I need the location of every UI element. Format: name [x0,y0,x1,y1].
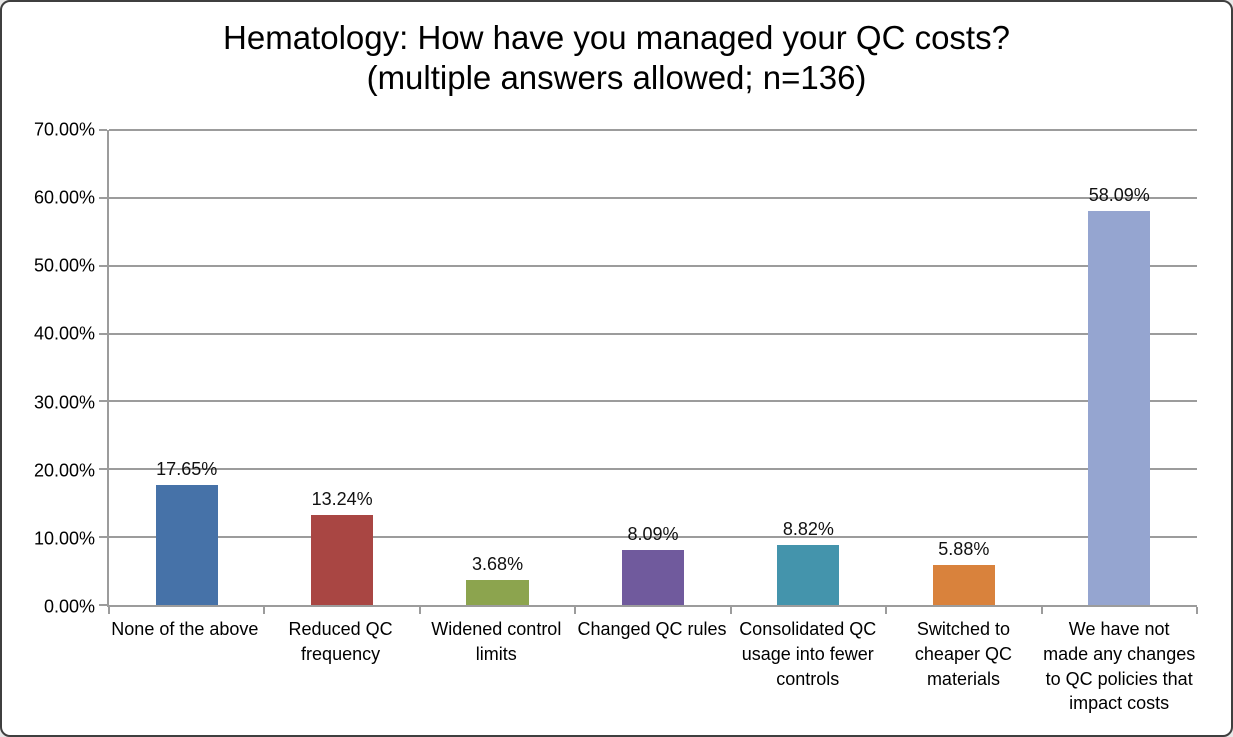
x-category-label-line: limits [475,643,517,664]
y-tick-label: 60.00% [33,187,95,208]
x-category-label: Changed QC rules [574,617,730,716]
x-category-label: We have not made any changes to QC policie… [1041,617,1197,716]
x-category-label-line: controls [776,668,840,689]
x-axis-tick [1040,607,1043,614]
category-column: 3.68% [420,130,575,605]
x-category-label-line: to QC policies that [1045,668,1193,689]
gridline [109,332,1197,335]
gridline [109,400,1197,403]
x-axis-tick [885,607,888,614]
x-category-label-line: Changed QC rules [577,619,727,639]
category-column: 8.82% [731,130,886,605]
y-tick-label: 20.00% [33,460,95,481]
y-axis-tick [99,536,107,539]
x-category-label: None of the above [107,617,263,716]
x-category-label-line: Widened control [431,619,562,639]
y-axis-tick [99,468,107,471]
gridline [109,196,1197,199]
bar [466,580,529,605]
y-axis-tick [99,400,107,403]
x-axis-tick [418,607,421,614]
y-tick-label: 30.00% [33,392,95,413]
y-axis-tick [99,129,107,131]
x-category-label: Switched to cheaper QC materials [886,617,1042,716]
bar [932,565,995,605]
chart-title-line2: (multiple answers allowed; n=136) [366,59,867,97]
bar-value-label: 58.09% [1088,184,1150,205]
bar-value-label: 13.24% [311,489,373,510]
x-axis-tick [263,607,266,614]
x-category-label-line: usage into fewer [741,643,874,664]
x-axis-tick [574,607,577,614]
x-axis-labels: None of the above Reduced QC frequency Wide… [107,617,1197,716]
x-category-label-line: Reduced QC [288,619,393,639]
bar [777,545,840,605]
x-category-label-line: made any changes [1043,643,1196,664]
category-column: 17.65% [109,130,264,605]
x-category-label-line: impact costs [1069,693,1170,714]
gridline [109,536,1197,539]
x-category-label-line: Consolidated QC [739,619,877,639]
plot-area: 17.65% 13.24% 3.68% 8.09% 8.82% 5.88% 58.09% [99,129,1198,614]
gridline [109,468,1197,471]
bar [1088,210,1151,605]
y-tick-label: 70.00% [33,119,95,140]
y-axis-tick [99,196,107,199]
bar-value-label: 5.88% [938,539,990,560]
x-category-label-line: materials [926,668,1000,689]
category-column: 5.88% [886,130,1041,605]
bar-value-label: 17.65% [156,459,218,480]
x-category-label-line: We have not [1068,619,1170,639]
category-column: 8.09% [575,130,730,605]
x-category-label: Widened control limits [418,617,574,716]
y-tick-label: 50.00% [33,255,95,276]
y-axis-tick [99,332,107,335]
gridline [109,264,1197,267]
y-tick-label: 0.00% [43,596,95,617]
x-category-label-line: None of the above [111,619,259,639]
bar-value-label: 8.82% [782,519,834,540]
x-axis-tick [1196,607,1198,614]
chart-title-line1: Hematology: How have you managed your QC… [223,19,1010,56]
y-axis-labels: 0.00% 10.00% 20.00% 30.00% 40.00% 50.00% 60.00… [2,120,105,617]
bar-value-label: 8.09% [627,524,679,545]
x-category-label-line: frequency [301,643,381,664]
gridline [109,129,1197,131]
x-axis-tick [108,607,110,614]
bar [311,515,374,605]
x-category-label-line: cheaper QC [914,643,1012,664]
x-category-label-line: Switched to [916,619,1010,639]
category-column: 13.24% [264,130,419,605]
y-axis-tick [99,264,107,267]
y-tick-label: 10.00% [33,528,95,549]
chart-title: Hematology: How have you managed your QC… [2,18,1231,99]
x-category-label: Reduced QC frequency [263,617,419,716]
bar [621,550,685,605]
x-category-label: Consolidated QC usage into fewer controls [730,617,886,716]
y-tick-label: 40.00% [33,323,95,344]
category-column: 58.09% [1042,130,1197,605]
bars-layer: 17.65% 13.24% 3.68% 8.09% 8.82% 5.88% 58.09% [109,130,1197,605]
x-axis-tick [729,607,732,614]
bar-value-label: 3.68% [472,554,524,575]
bar [155,485,218,605]
y-axis-tick [99,604,107,606]
